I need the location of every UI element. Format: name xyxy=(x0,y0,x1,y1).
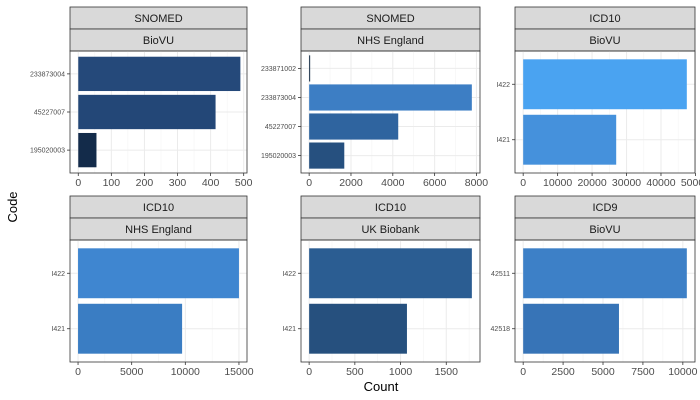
y-tick-label: I422 xyxy=(282,271,296,278)
strip-top-label: SNOMED xyxy=(134,13,182,25)
x-tick-label: 100 xyxy=(103,177,121,189)
bar-233873004 xyxy=(309,84,472,111)
x-tick-label: 0 xyxy=(306,177,312,189)
panel-border xyxy=(514,239,696,363)
x-tick-label: 0 xyxy=(520,177,526,189)
x-tick-label: 0 xyxy=(520,366,526,378)
x-tick-label: 10000 xyxy=(171,366,200,378)
x-tick-label: 40000 xyxy=(646,177,675,189)
strip-bottom-label: NHS England xyxy=(125,224,192,236)
x-tick-label: 10000 xyxy=(543,177,572,189)
facet-panel-1: SNOMED BioVU 0 100 200 300 400 500 233873004 4522… xyxy=(30,6,253,189)
x-tick-label: 8000 xyxy=(465,177,489,189)
strip-top-label: ICD10 xyxy=(143,202,174,214)
x-tick-label: 200 xyxy=(136,177,154,189)
y-tick-label: 233871002 xyxy=(261,66,296,73)
y-tick-label: 42511 xyxy=(491,271,510,278)
y-tick-label: I422 xyxy=(496,82,510,89)
x-tick-label: 7500 xyxy=(631,366,655,378)
x-tick-label: 4000 xyxy=(381,177,405,189)
strip-top-label: ICD9 xyxy=(592,202,617,214)
x-tick-label: 30000 xyxy=(612,177,641,189)
bar-45227007 xyxy=(78,94,216,130)
x-tick-label: 500 xyxy=(235,177,253,189)
x-axis-title: Count xyxy=(364,379,399,394)
bar-42518 xyxy=(523,303,619,354)
bar-I422 xyxy=(309,248,472,299)
bar-195020003 xyxy=(309,142,345,169)
x-tick-label: 2500 xyxy=(551,366,575,378)
x-tick-label: 500 xyxy=(346,366,364,378)
facet-panel-5: ICD10 UK Biobank 0 500 1000 1500 I422 I421 xyxy=(282,195,481,378)
panel-border xyxy=(300,239,481,363)
x-tick-label: 6000 xyxy=(423,177,447,189)
y-tick-label: 233873004 xyxy=(261,95,296,102)
strip-top-label: SNOMED xyxy=(366,13,414,25)
y-tick-label: 45227007 xyxy=(265,124,296,131)
x-tick-label: 5000 xyxy=(591,366,615,378)
y-axis-title: Code xyxy=(5,191,20,222)
x-tick-label: 50000 xyxy=(681,177,700,189)
x-tick-label: 400 xyxy=(202,177,220,189)
x-tick-label: 0 xyxy=(75,366,81,378)
x-tick-label: 300 xyxy=(169,177,187,189)
strip-bottom-label: UK Biobank xyxy=(361,224,420,236)
panel-border xyxy=(69,50,248,174)
bar-I421 xyxy=(523,114,617,165)
y-tick-label: 195020003 xyxy=(30,148,65,155)
panel-border xyxy=(300,50,481,174)
bar-233873004 xyxy=(78,56,241,92)
strip-bottom-label: BioVU xyxy=(589,224,620,236)
strip-bottom-label: BioVU xyxy=(589,35,620,47)
bar-42511 xyxy=(523,248,687,299)
x-tick-label: 1500 xyxy=(435,366,459,378)
bar-I422 xyxy=(78,248,239,299)
facet-panel-3: ICD10 BioVU 0 10000 20000 30000 40000 50000 I422… xyxy=(496,6,700,189)
strip-top-label: ICD10 xyxy=(375,202,406,214)
x-tick-label: 5000 xyxy=(120,366,144,378)
x-tick-label: 0 xyxy=(75,177,81,189)
chart-panels: SNOMED BioVU 0 100 200 300 400 500 233873004 4522… xyxy=(30,6,700,378)
panel-border xyxy=(69,239,248,363)
y-tick-label: 195020003 xyxy=(261,153,296,160)
strip-bottom-label: BioVU xyxy=(143,35,174,47)
facet-panel-2: SNOMED NHS England 0 2000 4000 6000 8000 233871… xyxy=(261,6,489,189)
y-tick-label: I421 xyxy=(51,326,65,333)
strip-bottom-label: NHS England xyxy=(357,35,424,47)
bar-I422 xyxy=(523,59,687,110)
bar-I421 xyxy=(309,303,407,354)
x-tick-label: 0 xyxy=(306,366,312,378)
x-tick-label: 1000 xyxy=(389,366,413,378)
x-tick-label: 10000 xyxy=(668,366,697,378)
facet-panel-4: ICD10 NHS England 0 5000 10000 15000 I422 I421 xyxy=(51,195,254,378)
strip-top-label: ICD10 xyxy=(589,13,620,25)
facet-panel-6: ICD9 BioVU 0 2500 5000 7500 10000 42511 42518 xyxy=(491,195,698,378)
x-tick-label: 2000 xyxy=(339,177,363,189)
x-tick-label: 15000 xyxy=(224,366,253,378)
panel-border xyxy=(514,50,696,174)
y-tick-label: 42518 xyxy=(491,326,511,333)
y-tick-label: I422 xyxy=(51,271,65,278)
y-tick-label: I421 xyxy=(282,326,296,333)
y-tick-label: I421 xyxy=(496,137,510,144)
bar-233871002 xyxy=(309,55,311,82)
y-tick-label: 233873004 xyxy=(30,71,65,78)
bar-I421 xyxy=(78,303,183,354)
x-tick-label: 20000 xyxy=(577,177,606,189)
bar-45227007 xyxy=(309,113,399,140)
y-tick-label: 45227007 xyxy=(34,110,65,117)
bar-195020003 xyxy=(78,132,97,168)
